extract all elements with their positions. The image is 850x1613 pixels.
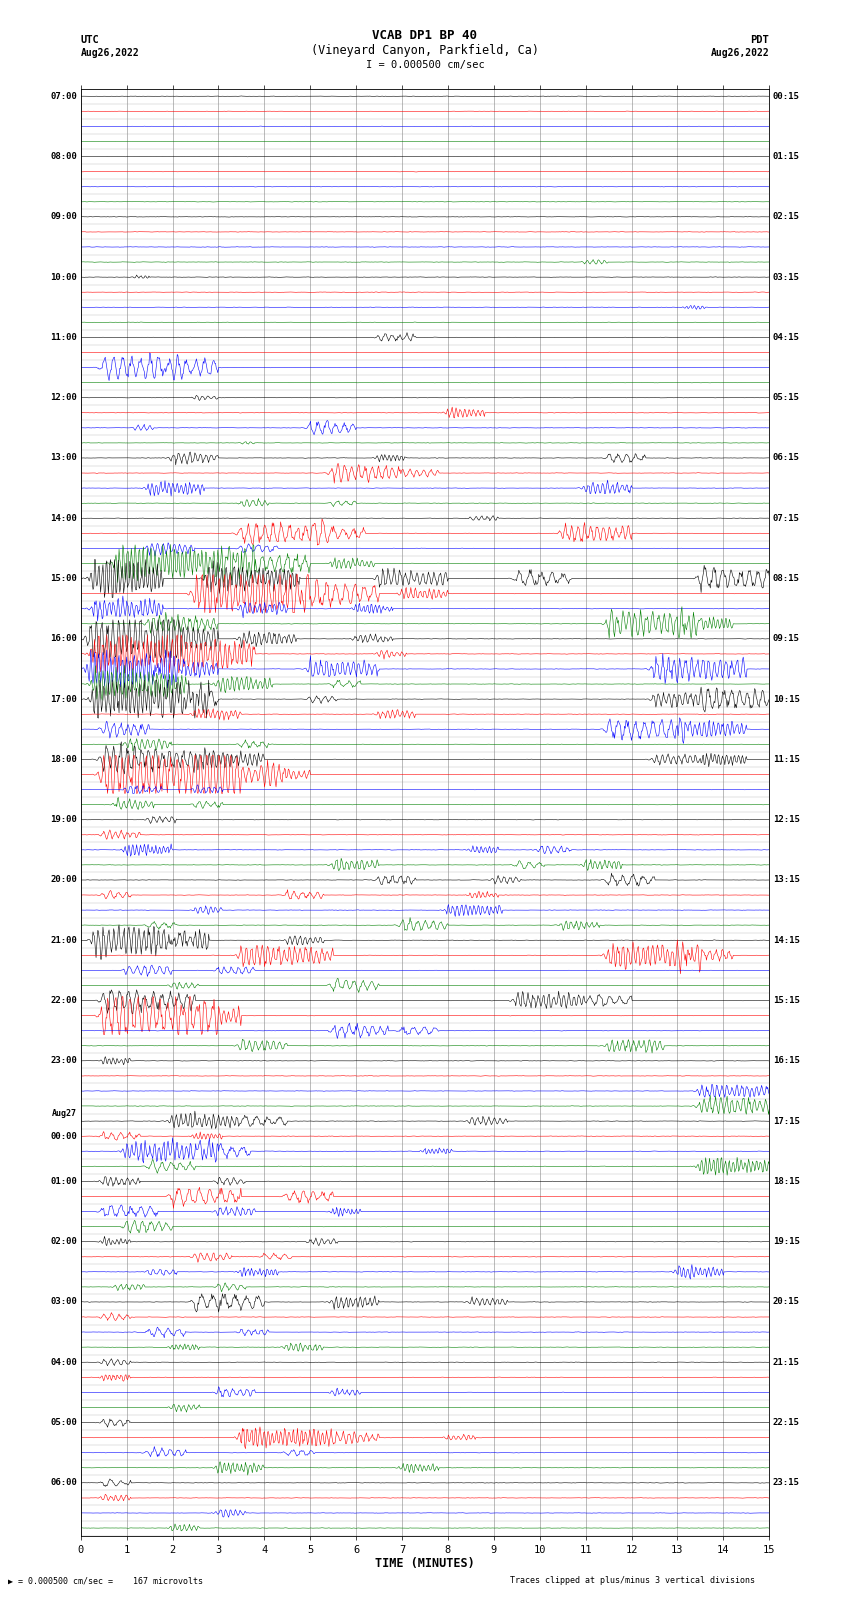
Text: 20:00: 20:00 (50, 876, 77, 884)
Text: UTC: UTC (81, 35, 99, 45)
Text: 01:00: 01:00 (50, 1177, 77, 1186)
Text: 10:15: 10:15 (773, 695, 800, 703)
Text: 16:00: 16:00 (50, 634, 77, 644)
Text: 21:00: 21:00 (50, 936, 77, 945)
Text: 13:00: 13:00 (50, 453, 77, 463)
Text: 17:15: 17:15 (773, 1116, 800, 1126)
Text: 12:15: 12:15 (773, 815, 800, 824)
Text: 23:00: 23:00 (50, 1057, 77, 1065)
Text: Aug26,2022: Aug26,2022 (81, 48, 139, 58)
Text: I = 0.000500 cm/sec: I = 0.000500 cm/sec (366, 60, 484, 69)
Text: 04:00: 04:00 (50, 1358, 77, 1366)
Text: 19:00: 19:00 (50, 815, 77, 824)
Text: 04:15: 04:15 (773, 332, 800, 342)
Text: 02:15: 02:15 (773, 213, 800, 221)
Text: 17:00: 17:00 (50, 695, 77, 703)
Text: 03:15: 03:15 (773, 273, 800, 282)
Text: 18:15: 18:15 (773, 1177, 800, 1186)
Text: 06:00: 06:00 (50, 1479, 77, 1487)
Text: 16:15: 16:15 (773, 1057, 800, 1065)
Text: Aug27: Aug27 (53, 1110, 77, 1118)
Text: 18:00: 18:00 (50, 755, 77, 765)
Text: 00:00: 00:00 (50, 1132, 77, 1140)
Text: 21:15: 21:15 (773, 1358, 800, 1366)
Text: 08:00: 08:00 (50, 152, 77, 161)
Text: 15:00: 15:00 (50, 574, 77, 582)
Text: PDT: PDT (751, 35, 769, 45)
Text: 08:15: 08:15 (773, 574, 800, 582)
Text: 09:00: 09:00 (50, 213, 77, 221)
Text: Aug26,2022: Aug26,2022 (711, 48, 769, 58)
Text: 14:00: 14:00 (50, 515, 77, 523)
Text: 02:00: 02:00 (50, 1237, 77, 1247)
Text: 07:00: 07:00 (50, 92, 77, 100)
Text: 09:15: 09:15 (773, 634, 800, 644)
Text: 12:00: 12:00 (50, 394, 77, 402)
Text: 14:15: 14:15 (773, 936, 800, 945)
Text: 05:00: 05:00 (50, 1418, 77, 1428)
Text: 20:15: 20:15 (773, 1297, 800, 1307)
Text: 11:00: 11:00 (50, 332, 77, 342)
Text: ▶ = 0.000500 cm/sec =    167 microvolts: ▶ = 0.000500 cm/sec = 167 microvolts (8, 1576, 203, 1586)
Text: 22:15: 22:15 (773, 1418, 800, 1428)
Text: 15:15: 15:15 (773, 997, 800, 1005)
Text: 22:00: 22:00 (50, 997, 77, 1005)
Text: 06:15: 06:15 (773, 453, 800, 463)
Text: 10:00: 10:00 (50, 273, 77, 282)
Text: 19:15: 19:15 (773, 1237, 800, 1247)
Text: 13:15: 13:15 (773, 876, 800, 884)
Text: Traces clipped at plus/minus 3 vertical divisions: Traces clipped at plus/minus 3 vertical … (510, 1576, 755, 1586)
X-axis label: TIME (MINUTES): TIME (MINUTES) (375, 1558, 475, 1571)
Text: 00:15: 00:15 (773, 92, 800, 100)
Text: 07:15: 07:15 (773, 515, 800, 523)
Text: 03:00: 03:00 (50, 1297, 77, 1307)
Text: 11:15: 11:15 (773, 755, 800, 765)
Text: 05:15: 05:15 (773, 394, 800, 402)
Text: 23:15: 23:15 (773, 1479, 800, 1487)
Text: 01:15: 01:15 (773, 152, 800, 161)
Text: (Vineyard Canyon, Parkfield, Ca): (Vineyard Canyon, Parkfield, Ca) (311, 44, 539, 56)
Text: VCAB DP1 BP 40: VCAB DP1 BP 40 (372, 29, 478, 42)
